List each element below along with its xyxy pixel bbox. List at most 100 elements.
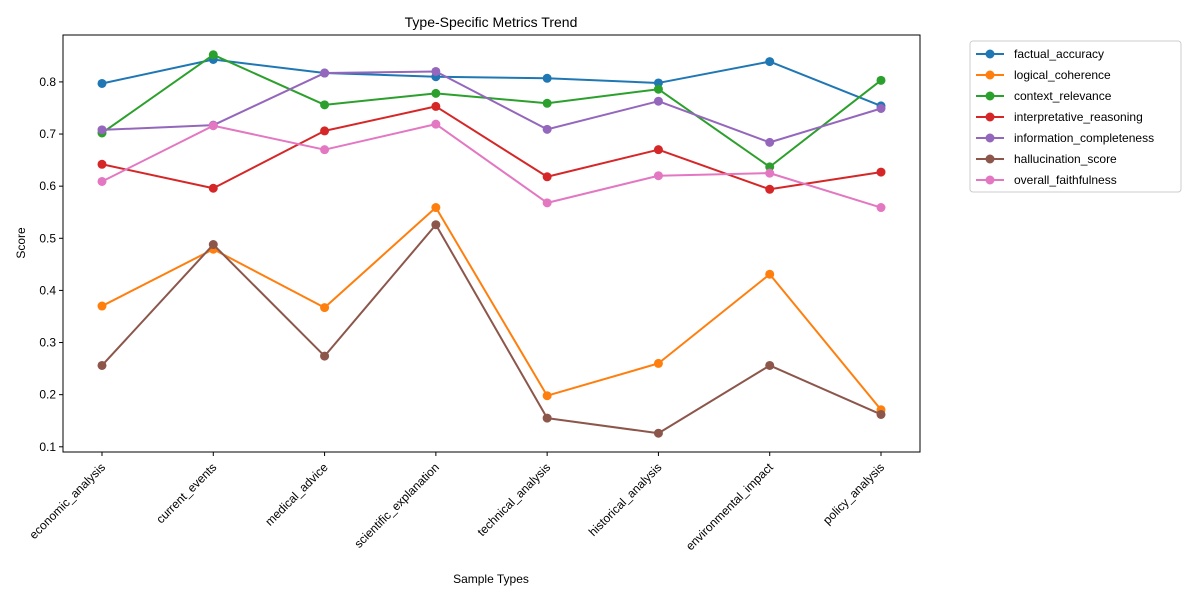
series-group: [97, 50, 886, 438]
data-point: [320, 351, 330, 361]
data-point: [653, 358, 663, 368]
legend-label: factual_accuracy: [1014, 47, 1104, 61]
series-line: [101, 53, 882, 168]
data-point: [431, 119, 441, 129]
data-point: [542, 172, 552, 182]
legend-frame: [969, 40, 1182, 193]
data-point: [320, 100, 330, 110]
legend-marker: [985, 70, 995, 80]
series-line: [101, 70, 882, 144]
data-point: [653, 96, 663, 106]
y-tick-label: 0.2: [39, 388, 56, 402]
y-tick-label: 0.6: [39, 179, 56, 193]
legend-marker: [985, 175, 995, 185]
legend: factual_accuracy logical_coherencecontext…: [969, 40, 1182, 193]
data-point: [208, 240, 218, 250]
x-tick-label: historical_analysis: [586, 460, 665, 539]
legend-item: context_relevance: [976, 89, 1112, 103]
legend-label: information_completeness: [1014, 131, 1154, 145]
series-information_completeness: [97, 66, 886, 147]
legend-label: overall_faithfulness: [1014, 173, 1117, 187]
legend-label: interpretative_reasoning: [1014, 110, 1143, 124]
legend-label: context_relevance: [1014, 89, 1112, 103]
y-axis: 0.1 0.2 0.3 0.4 0.5 0.6 0.7 0.8: [39, 75, 63, 454]
data-point: [653, 171, 663, 181]
x-tick-label: environmental_impact: [683, 460, 776, 553]
legend-item: logical_coherence: [976, 68, 1111, 82]
series-line: [101, 105, 882, 191]
x-tick-label: policy_analysis: [820, 460, 887, 527]
series-line: [101, 58, 882, 107]
data-point: [431, 66, 441, 76]
y-tick-label: 0.4: [39, 283, 56, 297]
data-point: [765, 162, 775, 172]
legend-item: overall_faithfulness: [976, 173, 1117, 187]
data-point: [97, 176, 107, 186]
legend-item: interpretative_reasoning: [976, 110, 1143, 124]
legend-marker: [985, 112, 995, 122]
data-point: [653, 78, 663, 88]
series-logical_coherence: [97, 203, 886, 415]
legend-label: hallucination_score: [1014, 152, 1117, 166]
data-point: [765, 269, 775, 279]
legend-marker: [985, 154, 995, 164]
data-point: [653, 428, 663, 438]
legend-label: logical_coherence: [1014, 68, 1111, 82]
chart-title: Type-Specific Metrics Trend: [405, 14, 578, 30]
data-point: [765, 360, 775, 370]
data-point: [765, 184, 775, 194]
series-line: [101, 206, 882, 411]
data-point: [97, 301, 107, 311]
y-tick-label: 0.7: [39, 127, 56, 141]
data-point: [208, 183, 218, 193]
data-point: [431, 101, 441, 111]
data-point: [876, 75, 886, 85]
data-point: [97, 78, 107, 88]
data-point: [876, 409, 886, 419]
x-tick-label: economic_analysis: [27, 460, 109, 542]
y-tick-label: 0.1: [39, 440, 56, 454]
y-tick-label: 0.5: [39, 231, 56, 245]
series-factual_accuracy: [97, 54, 886, 111]
data-point: [97, 159, 107, 169]
legend-marker: [985, 91, 995, 101]
series-interpretative_reasoning: [97, 101, 886, 194]
plot-frame: [62, 34, 921, 453]
data-point: [542, 391, 552, 401]
data-point: [542, 198, 552, 208]
legend-item: hallucination_score: [976, 152, 1117, 166]
series-line: [101, 123, 882, 209]
x-tick-label: medical_advice: [262, 460, 331, 529]
x-axis: economic_analysis current_events medical_a…: [27, 452, 887, 553]
data-point: [431, 88, 441, 98]
data-point: [320, 126, 330, 136]
x-axis-label: Sample Types: [453, 572, 529, 586]
y-axis-label: Score: [14, 227, 28, 259]
y-tick-label: 0.3: [39, 336, 56, 350]
data-point: [542, 73, 552, 83]
data-point: [320, 145, 330, 155]
y-tick-label: 0.8: [39, 75, 56, 89]
legend-marker: [985, 133, 995, 143]
data-point: [97, 360, 107, 370]
data-point: [876, 103, 886, 113]
data-point: [653, 84, 663, 94]
data-point: [431, 220, 441, 230]
data-point: [542, 98, 552, 108]
data-point: [653, 145, 663, 155]
data-point: [320, 68, 330, 78]
data-point: [542, 124, 552, 134]
x-tick-label: technical_analysis: [474, 460, 553, 539]
data-point: [97, 125, 107, 135]
legend-item: information_completeness: [976, 131, 1154, 145]
legend-marker: [985, 49, 995, 59]
data-point: [876, 167, 886, 177]
data-point: [765, 57, 775, 67]
data-point: [431, 203, 441, 213]
data-point: [765, 137, 775, 147]
series-context_relevance: [97, 50, 886, 172]
series-line: [101, 223, 882, 435]
series-hallucination_score: [97, 220, 886, 438]
